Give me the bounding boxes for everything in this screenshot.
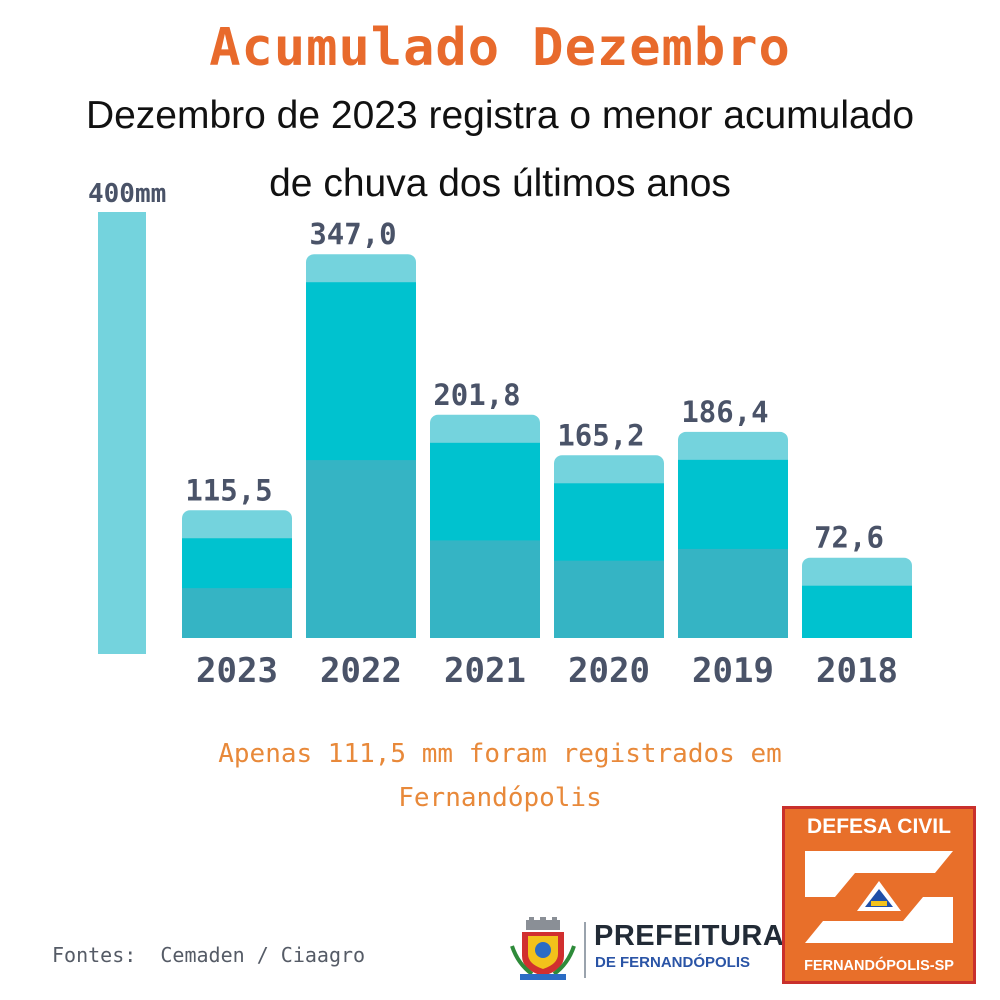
bar-low-2020 xyxy=(554,560,664,638)
city-crest-icon xyxy=(510,917,576,980)
subtitle-line-2: de chuva dos últimos anos xyxy=(269,162,731,205)
prefeitura-logo: PREFEITURA DE FERNANDÓPOLIS xyxy=(508,916,784,982)
category-label-2018: 2018 xyxy=(816,651,898,691)
sources-value: Cemaden / Ciaagro xyxy=(160,943,366,967)
summary-note: Apenas 111,5 mm foram registrados em Fer… xyxy=(100,732,900,820)
value-label-2018: 72,6 xyxy=(814,521,884,555)
defesa-civil-logo: DEFESA CIVIL FERNANDÓPOLIS-SP xyxy=(782,806,976,984)
value-label-2019: 186,4 xyxy=(681,395,768,429)
summary-note-line-2: Fernandópolis xyxy=(398,783,602,813)
category-label-2022: 2022 xyxy=(320,651,402,691)
summary-note-line-1: Apenas 111,5 mm foram registrados em xyxy=(218,739,782,769)
category-label-2023: 2023 xyxy=(196,651,278,691)
category-label-2019: 2019 xyxy=(692,651,774,691)
value-label-2022: 347,0 xyxy=(309,217,396,251)
bar-low-2019 xyxy=(678,548,788,638)
scale-label: 400mm xyxy=(88,179,166,209)
sources-label: Fontes: xyxy=(52,943,137,967)
bar-low-2021 xyxy=(430,540,540,638)
logo-divider xyxy=(584,922,586,978)
scale-bar xyxy=(98,212,146,654)
defesa-civil-title: DEFESA CIVIL xyxy=(785,809,973,843)
bar-low-2023 xyxy=(182,588,292,638)
category-label-2021: 2021 xyxy=(444,651,526,691)
subtitle-line-1: Dezembro de 2023 registra o menor acumul… xyxy=(85,94,915,137)
prefeitura-city: DE FERNANDÓPOLIS xyxy=(595,954,751,971)
chart-title: Acumulado Dezembro xyxy=(209,18,791,78)
prefeitura-name: PREFEITURA xyxy=(594,920,785,952)
category-label-2020: 2020 xyxy=(568,651,650,691)
value-label-2023: 115,5 xyxy=(185,473,272,507)
civil-defense-emblem-icon xyxy=(791,843,967,951)
chart-subtitle: Dezembro de 2023 registra o menor acumul… xyxy=(20,82,980,218)
rainfall-bar-chart: 400mm 115,5 2023 347,0 2022 201,8 2021 165,2 202… xyxy=(88,179,912,691)
value-label-2021: 201,8 xyxy=(433,378,520,412)
defesa-civil-city: FERNANDÓPOLIS-SP xyxy=(804,958,954,974)
bar-mid-2018 xyxy=(802,585,912,638)
bar-low-2022 xyxy=(306,460,416,638)
sources-text: Fontes: Cemaden / Ciaagro xyxy=(52,943,365,967)
value-label-2020: 165,2 xyxy=(557,418,644,452)
